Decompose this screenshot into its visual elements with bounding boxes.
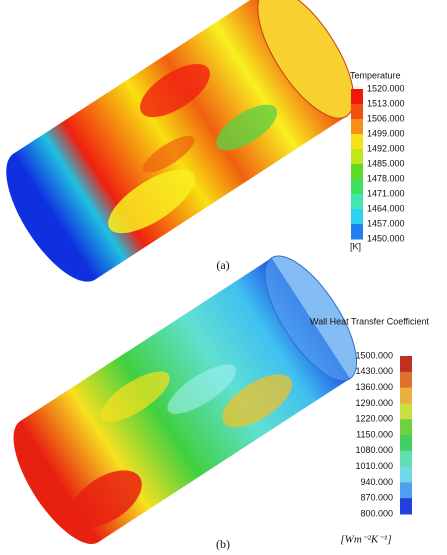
- color-swatch: [400, 371, 412, 389]
- legend-label: 1220.000: [355, 414, 393, 424]
- legend-label: 1492.000: [367, 143, 405, 153]
- heat-transfer-cylinder: [13, 255, 358, 544]
- color-swatch: [351, 164, 363, 180]
- legend-unit: [Wm⁻²K⁻¹]: [340, 534, 391, 546]
- legend-label: 1430.000: [355, 366, 393, 376]
- legend-label: 1450.000: [367, 233, 405, 243]
- legend-label: 1500.000: [355, 350, 393, 360]
- color-swatch: [400, 498, 412, 515]
- legend-label: 1360.000: [355, 382, 393, 392]
- caption: (b): [216, 537, 230, 550]
- color-swatch: [400, 435, 412, 452]
- legend-label: 1457.000: [367, 218, 405, 228]
- legend-label: 870.000: [360, 493, 393, 503]
- color-swatch: [400, 466, 412, 483]
- color-swatch: [351, 194, 363, 210]
- legend-label: 800.000: [360, 508, 393, 518]
- legend-label: 1150.000: [356, 429, 393, 439]
- legend-label: 1513.000: [367, 98, 405, 108]
- color-swatch: [351, 89, 363, 105]
- legend-label: 1010.000: [355, 461, 393, 471]
- legend-label: 1485.000: [367, 158, 405, 168]
- legend-unit: [K]: [350, 241, 361, 251]
- color-swatch: [400, 419, 412, 436]
- legend-title: Temperature: [350, 70, 401, 80]
- legend-label: 1499.000: [367, 128, 405, 138]
- legend-label: 1464.000: [367, 203, 405, 213]
- color-swatch: [351, 119, 363, 135]
- caption: (a): [216, 258, 229, 272]
- color-swatch: [400, 482, 412, 499]
- color-swatch: [351, 149, 363, 165]
- legend-label: 1290.000: [355, 398, 393, 408]
- legend-label: 940.000: [360, 477, 393, 487]
- color-swatch: [351, 209, 363, 225]
- temperature-cylinder: [6, 0, 355, 282]
- legend: 1500.000 1430.000 1360.000 1290.000 1220.000…: [355, 350, 412, 518]
- color-swatch: [400, 356, 412, 373]
- legend-label: 1471.000: [367, 188, 405, 198]
- color-swatch: [400, 387, 412, 404]
- color-swatch: [351, 179, 363, 195]
- color-swatch: [400, 403, 412, 420]
- legend-label: 1478.000: [367, 173, 405, 183]
- legend: 1520.000 1513.000 1506.000 1499.000 1492.000…: [351, 83, 405, 243]
- legend-label: 1506.000: [367, 113, 405, 123]
- color-swatch: [351, 134, 363, 150]
- color-swatch: [351, 104, 363, 120]
- legend-title: Wall Heat Transfer Coefficient: [310, 316, 430, 326]
- legend-label: 1520.000: [367, 83, 405, 93]
- color-swatch: [400, 450, 412, 468]
- color-swatch: [351, 224, 363, 240]
- legend-label: 1080.000: [355, 445, 393, 455]
